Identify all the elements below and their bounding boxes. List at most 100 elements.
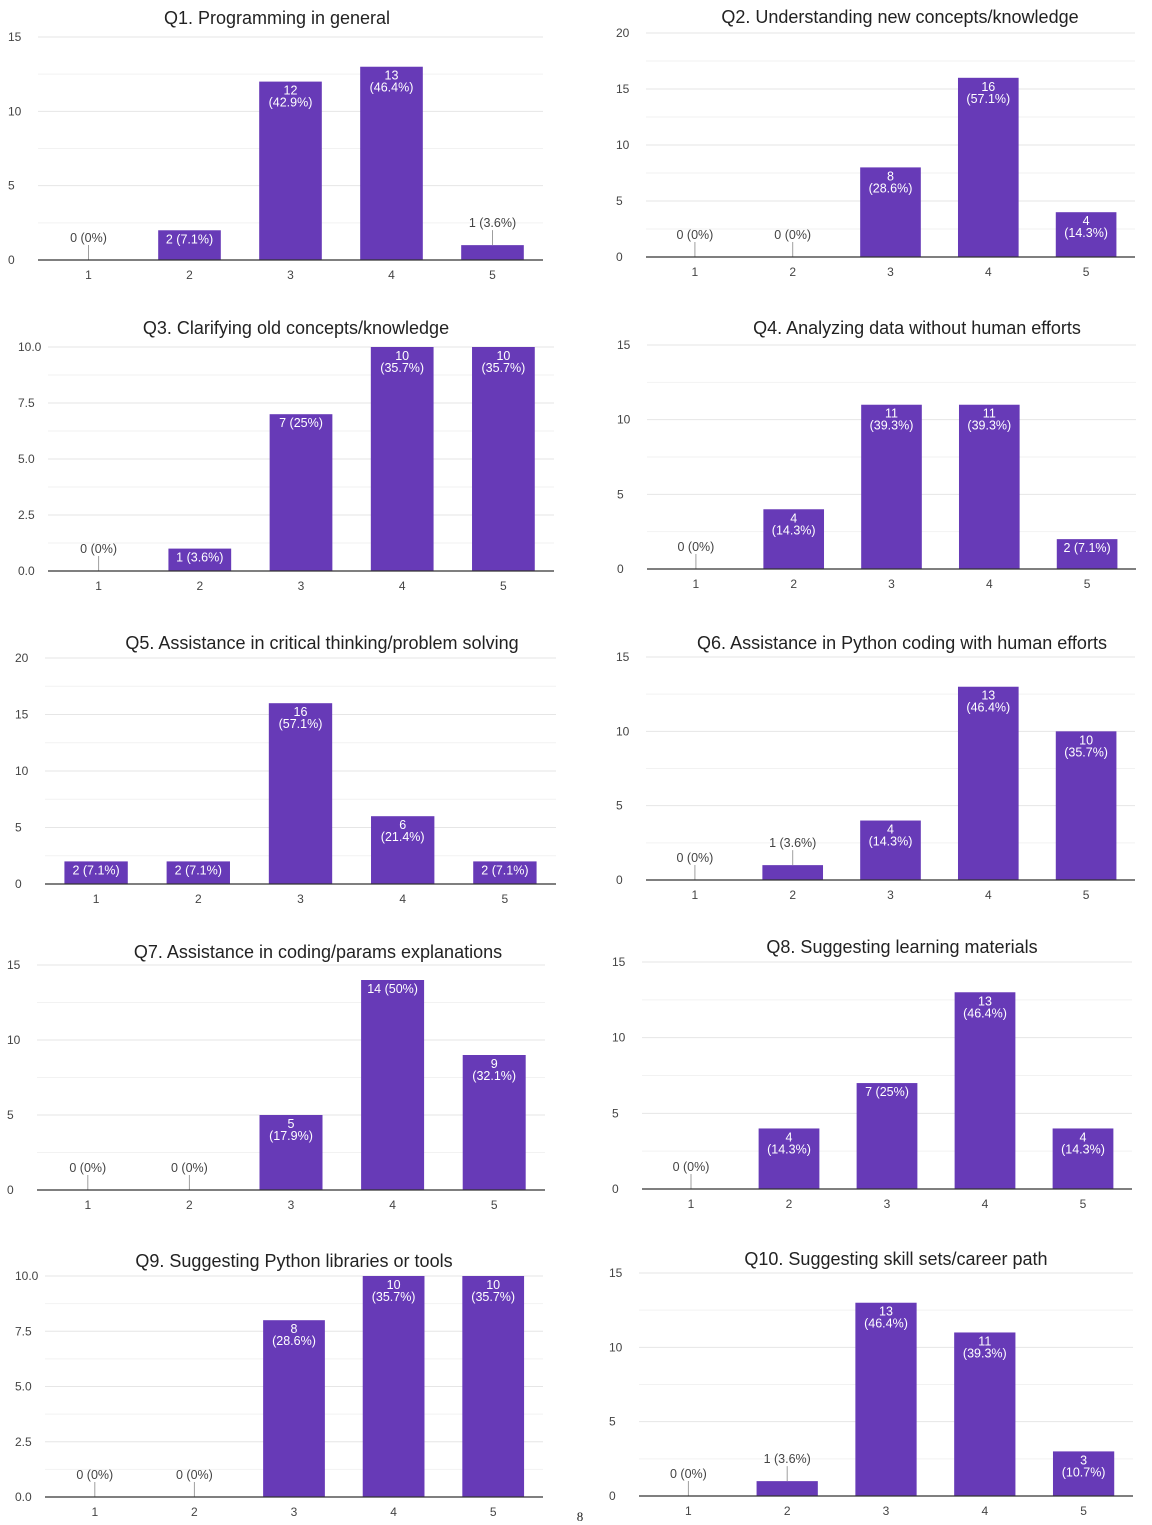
y-tick-label: 20 <box>616 26 630 40</box>
data-label: 11 <box>885 407 898 421</box>
bar <box>166 861 230 884</box>
x-tick-label: 4 <box>985 265 992 279</box>
y-tick-label: 10.0 <box>15 1269 39 1283</box>
data-label: 10 <box>395 349 409 363</box>
x-tick-label: 2 <box>784 1504 791 1518</box>
chart-panel: Q6. Assistance in Python coding with hum… <box>576 620 1152 920</box>
y-tick-label: 0 <box>15 877 22 891</box>
data-label: 0 (0%) <box>677 540 714 554</box>
y-tick-label: 0 <box>617 562 624 576</box>
bar <box>362 1276 425 1497</box>
bar <box>856 1083 918 1189</box>
data-label: (42.9%) <box>269 96 313 110</box>
y-tick-label: 5 <box>617 487 624 501</box>
y-tick-label: 5 <box>609 1415 616 1429</box>
x-tick-label: 1 <box>693 577 700 591</box>
x-tick-label: 4 <box>388 268 395 282</box>
x-tick-label: 5 <box>489 268 496 282</box>
bar-chart: Q4. Analyzing data without human efforts… <box>617 318 1136 591</box>
data-label: 11 <box>983 407 996 421</box>
x-tick-label: 2 <box>789 265 796 279</box>
bar <box>461 245 524 260</box>
data-label: 2 (7.1%) <box>481 863 528 877</box>
data-label: (14.3%) <box>767 1142 811 1156</box>
data-label: 2 (7.1%) <box>166 232 213 246</box>
data-label: (39.3%) <box>963 1346 1007 1360</box>
x-tick-label: 5 <box>1084 577 1091 591</box>
bar <box>263 1320 325 1497</box>
y-tick-label: 0 <box>8 253 15 267</box>
bar <box>158 230 221 260</box>
y-tick-label: 0.0 <box>15 1490 32 1504</box>
x-tick-label: 5 <box>1083 888 1090 902</box>
data-label: 0 (0%) <box>673 1160 710 1174</box>
x-tick-label: 1 <box>91 1505 98 1519</box>
x-tick-label: 5 <box>1080 1504 1087 1518</box>
data-label: (32.1%) <box>472 1069 516 1083</box>
data-label: 10 <box>387 1278 401 1292</box>
data-label: 0 (0%) <box>676 851 713 865</box>
data-label: 0 (0%) <box>774 228 811 242</box>
bar <box>259 1115 323 1190</box>
data-label: 14 (50%) <box>367 982 418 996</box>
chart-title: Q4. Analyzing data without human efforts <box>753 318 1081 338</box>
data-label: (57.1%) <box>966 92 1010 106</box>
chart-panel: Q8. Suggesting learning materials 0 5 10 15 0… <box>576 930 1152 1230</box>
data-label: 4 <box>1080 1130 1087 1144</box>
x-tick-label: 1 <box>84 1198 91 1212</box>
bar <box>462 1055 526 1190</box>
x-tick-label: 1 <box>93 892 100 906</box>
data-label: 7 (25%) <box>279 416 323 430</box>
data-label: (10.7%) <box>1062 1465 1106 1479</box>
x-tick-label: 1 <box>95 579 102 593</box>
y-tick-label: 10 <box>15 764 29 778</box>
bar-chart: Q8. Suggesting learning materials0510150… <box>612 937 1132 1211</box>
y-tick-label: 2.5 <box>18 508 35 522</box>
data-label: (35.7%) <box>372 1290 416 1304</box>
x-tick-label: 2 <box>186 1198 193 1212</box>
bar <box>1052 1451 1115 1496</box>
bar <box>472 347 535 571</box>
y-tick-label: 10 <box>8 104 22 118</box>
bar <box>954 992 1016 1189</box>
bar <box>756 1481 818 1496</box>
bar <box>763 509 825 569</box>
data-label: (14.3%) <box>1061 1142 1105 1156</box>
y-tick-label: 10 <box>7 1033 21 1047</box>
bar <box>168 548 232 571</box>
y-tick-label: 15 <box>8 30 22 44</box>
x-tick-label: 1 <box>685 1504 692 1518</box>
x-tick-label: 2 <box>186 268 193 282</box>
x-tick-label: 3 <box>287 268 294 282</box>
data-label: (21.4%) <box>381 830 425 844</box>
data-label: 13 <box>385 69 399 83</box>
x-tick-label: 3 <box>297 892 304 906</box>
y-tick-label: 2.5 <box>15 1435 32 1449</box>
bar <box>958 404 1020 569</box>
data-label: 13 <box>978 994 992 1008</box>
bar <box>361 980 425 1190</box>
x-tick-label: 3 <box>291 1505 298 1519</box>
x-tick-label: 1 <box>688 1197 695 1211</box>
bar <box>762 865 824 880</box>
data-label: 12 <box>284 84 298 98</box>
bar-chart: Q9. Suggesting Python libraries or tools… <box>15 1251 543 1519</box>
x-tick-label: 4 <box>986 577 993 591</box>
data-label: 1 (3.6%) <box>769 836 816 850</box>
data-label: 8 <box>887 169 894 183</box>
data-label: (14.3%) <box>1064 226 1108 240</box>
x-tick-label: 5 <box>1083 265 1090 279</box>
y-tick-label: 5 <box>15 821 22 835</box>
bar <box>758 1128 820 1189</box>
data-label: (35.7%) <box>482 361 526 375</box>
x-tick-label: 4 <box>982 1197 989 1211</box>
data-label: 4 <box>1083 214 1090 228</box>
data-label: 2 (7.1%) <box>1063 541 1110 555</box>
data-label: 0 (0%) <box>76 1468 113 1482</box>
data-label: 5 <box>288 1117 295 1131</box>
y-tick-label: 0.0 <box>18 564 35 578</box>
x-tick-label: 5 <box>491 1198 498 1212</box>
data-label: (14.3%) <box>869 835 913 849</box>
data-label: 4 <box>786 1130 793 1144</box>
